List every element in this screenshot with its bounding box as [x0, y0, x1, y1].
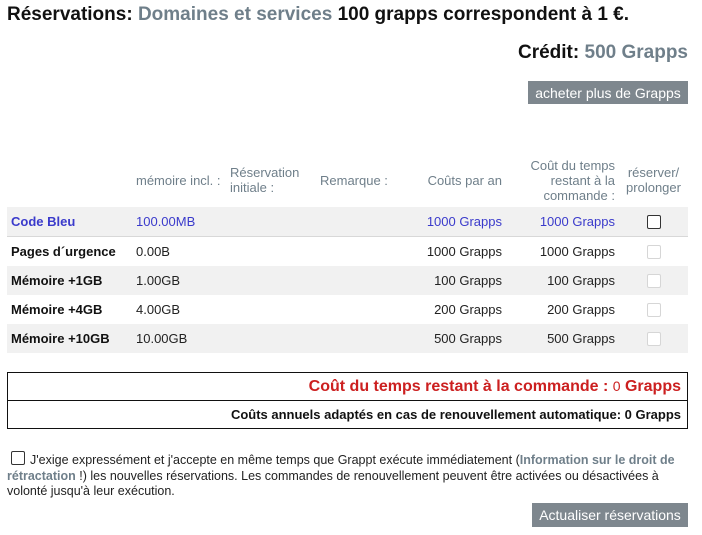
- row-reserve-cell: [619, 207, 688, 237]
- header-remark: Remarque :: [320, 172, 388, 188]
- row-memory: 1.00GB: [132, 266, 226, 295]
- table-row: Pages d´urgence 0.00B 1000 Grapps 1000 Grap…: [7, 236, 688, 266]
- reserve-checkbox: [646, 245, 661, 260]
- row-cost-remaining: 1000 Grapps: [506, 236, 619, 266]
- consent-text-after: !) les nouvelles réservations. Les comma…: [7, 468, 659, 499]
- header-name: [7, 153, 132, 207]
- remaining-cost-unit: Grapps: [624, 378, 681, 395]
- row-name: Code Bleu: [7, 207, 132, 237]
- title-section: Domaines et services: [137, 4, 333, 25]
- row-reserve-cell: [619, 324, 688, 353]
- row-reserve-cell: [619, 266, 688, 295]
- remaining-cost-value: 0: [612, 378, 621, 394]
- row-cost-year: 100 Grapps: [406, 266, 506, 295]
- row-name: Mémoire +1GB: [7, 266, 132, 295]
- row-cost-year: 1000 Grapps: [406, 236, 506, 266]
- row-memory: 100.00MB: [132, 207, 226, 237]
- reserve-checkbox: [646, 303, 661, 318]
- row-initial: [226, 207, 316, 237]
- table-header-row: mémoire incl. : Réservation initiale : R…: [7, 153, 688, 207]
- header-cost-remaining: Coût du temps restant à la commande :: [530, 157, 615, 203]
- reservations-table: mémoire incl. : Réservation initiale : R…: [7, 153, 688, 353]
- remaining-cost-label: Coût du temps restant à la commande :: [308, 378, 609, 395]
- row-memory: 10.00GB: [132, 324, 226, 353]
- remaining-cost-box: Coût du temps restant à la commande : 0 …: [7, 372, 688, 400]
- reserve-checkbox: [646, 332, 661, 347]
- row-initial: [226, 266, 316, 295]
- row-cost-year: 1000 Grapps: [406, 207, 506, 237]
- row-reserve-cell: [619, 236, 688, 266]
- page-title: Réservations: Domaines et services 100 g…: [7, 4, 629, 26]
- row-cost-remaining: 200 Grapps: [506, 295, 619, 324]
- reserve-checkbox[interactable]: [646, 215, 661, 230]
- header-cost-year: Coûts par an: [427, 172, 502, 188]
- withdrawal-info-link[interactable]: Information sur le droit de rétractation: [7, 453, 675, 483]
- credit-display: Crédit: 500 Grapps: [518, 42, 688, 64]
- header-memory: mémoire incl. :: [136, 172, 221, 188]
- consent-checkbox[interactable]: [11, 451, 25, 465]
- credit-label: Crédit:: [517, 42, 580, 63]
- update-reservations-button[interactable]: Actualiser réservations: [532, 503, 688, 527]
- table-row: Mémoire +4GB 4.00GB 200 Grapps 200 Grapps: [7, 295, 688, 324]
- row-remark: [316, 324, 406, 353]
- row-initial: [226, 236, 316, 266]
- annual-cost-box: Coûts annuels adaptés en cas de renouvel…: [7, 400, 688, 429]
- row-cost-remaining: 500 Grapps: [506, 324, 619, 353]
- row-name: Mémoire +10GB: [7, 324, 132, 353]
- title-rate: 100 grapps correspondent à 1 €.: [337, 4, 630, 25]
- buy-grapps-button[interactable]: acheter plus de Grapps: [528, 81, 688, 104]
- row-cost-year: 200 Grapps: [406, 295, 506, 324]
- annual-cost-text: Coûts annuels adaptés en cas de renouvel…: [230, 407, 681, 422]
- row-remark: [316, 295, 406, 324]
- row-reserve-cell: [619, 295, 688, 324]
- row-remark: [316, 207, 406, 237]
- reserve-checkbox: [646, 274, 661, 289]
- row-remark: [316, 266, 406, 295]
- row-cost-remaining: 1000 Grapps: [506, 207, 619, 237]
- header-initial: Réservation initiale :: [230, 165, 300, 195]
- row-name: Mémoire +4GB: [7, 295, 132, 324]
- consent-notice: J'exige expressément et j'accepte en mêm…: [7, 451, 689, 500]
- header-reserve: réserver/ prolonger: [626, 165, 681, 195]
- row-initial: [226, 324, 316, 353]
- row-remark: [316, 236, 406, 266]
- credit-value: 500 Grapps: [584, 42, 689, 63]
- row-memory: 0.00B: [132, 236, 226, 266]
- table-row: Mémoire +1GB 1.00GB 100 Grapps 100 Grapps: [7, 266, 688, 295]
- row-initial: [226, 295, 316, 324]
- row-cost-remaining: 100 Grapps: [506, 266, 619, 295]
- table-row: Mémoire +10GB 10.00GB 500 Grapps 500 Grapps: [7, 324, 688, 353]
- title-prefix: Réservations:: [7, 4, 133, 25]
- consent-text-before: J'exige expressément et j'accepte en mêm…: [30, 453, 520, 467]
- row-name: Pages d´urgence: [7, 236, 132, 266]
- row-memory: 4.00GB: [132, 295, 226, 324]
- row-cost-year: 500 Grapps: [406, 324, 506, 353]
- table-row: Code Bleu 100.00MB 1000 Grapps 1000 Grapps: [7, 207, 688, 237]
